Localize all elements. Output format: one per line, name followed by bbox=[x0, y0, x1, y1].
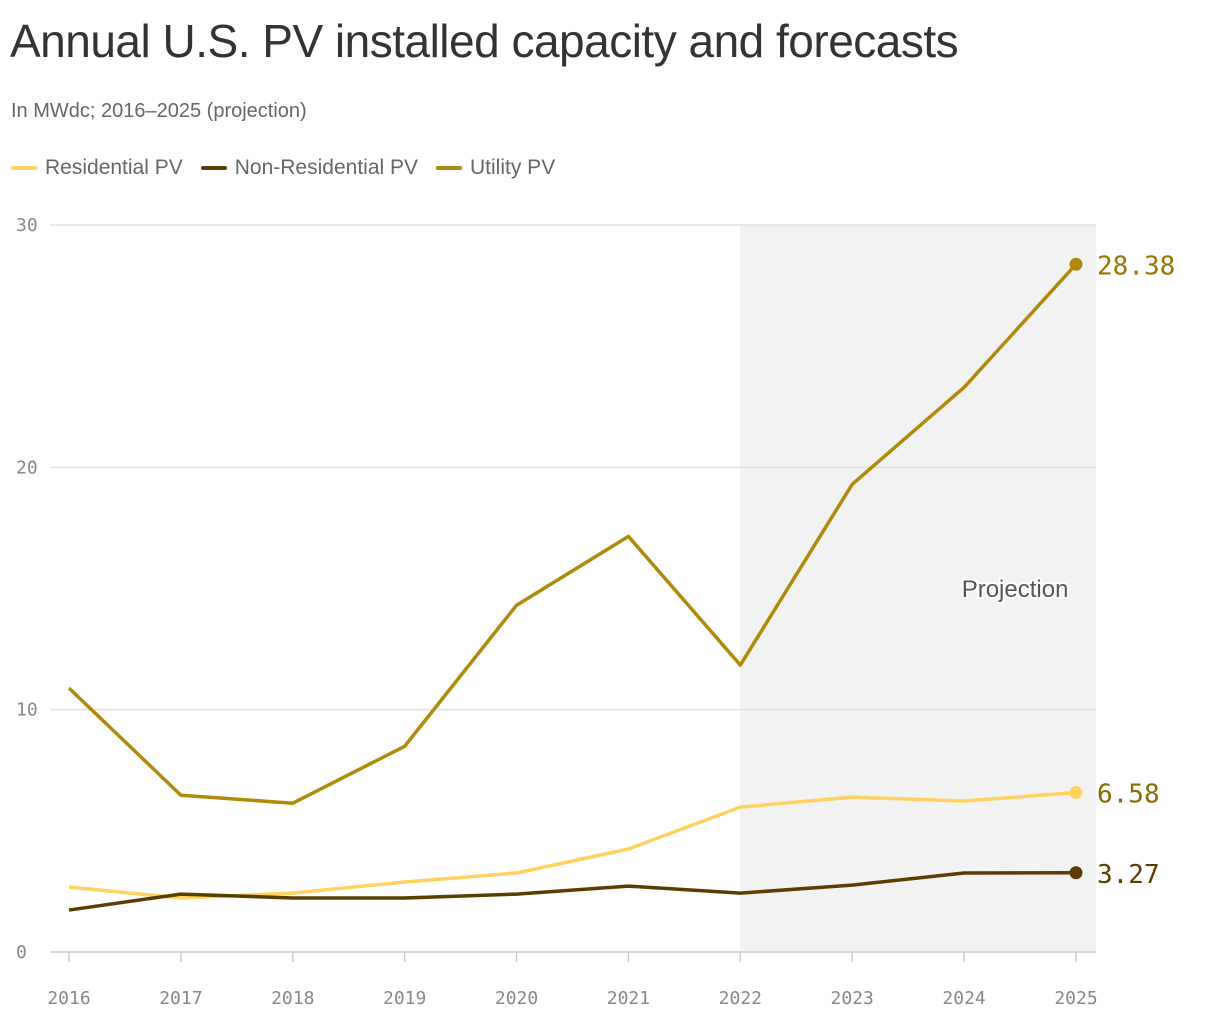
y-tick-label: 20 bbox=[16, 457, 38, 478]
end-point bbox=[1069, 786, 1083, 800]
projection-band bbox=[740, 225, 1096, 952]
x-tick-label: 2017 bbox=[159, 988, 202, 1009]
legend-label: Utility PV bbox=[470, 156, 556, 179]
legend: Residential PV Non-Residential PV Utilit… bbox=[11, 156, 555, 180]
x-tick-label: 2021 bbox=[607, 988, 650, 1009]
end-point bbox=[1069, 257, 1083, 271]
legend-item-residential: Residential PV bbox=[11, 156, 183, 180]
y-tick-label: 0 bbox=[16, 942, 27, 963]
end-label: 6.58 bbox=[1097, 780, 1160, 810]
chart-title: Annual U.S. PV installed capacity and fo… bbox=[10, 15, 959, 67]
series-line-non-residential-pv bbox=[68, 871, 1077, 912]
y-tick-label: 30 bbox=[16, 215, 38, 236]
x-tick-label: 2023 bbox=[831, 988, 874, 1009]
x-tick-label: 2025 bbox=[1054, 988, 1097, 1009]
end-label: 28.38 bbox=[1097, 251, 1175, 281]
legend-label: Residential PV bbox=[45, 156, 183, 179]
projection-label: Projection bbox=[962, 576, 1069, 603]
x-tick-label: 2022 bbox=[719, 988, 762, 1009]
legend-item-non-residential: Non-Residential PV bbox=[200, 156, 419, 180]
x-tick-label: 2016 bbox=[47, 988, 90, 1009]
series-line-utility-pv bbox=[67, 263, 1078, 805]
legend-label: Non-Residential PV bbox=[234, 156, 419, 179]
legend-swatch bbox=[11, 166, 37, 170]
x-tick-label: 2019 bbox=[383, 988, 426, 1009]
x-tick-label: 2018 bbox=[271, 988, 314, 1009]
chart-subtitle: In MWdc; 2016–2025 (projection) bbox=[11, 100, 307, 122]
x-tick-label: 2024 bbox=[942, 988, 985, 1009]
legend-swatch bbox=[436, 166, 463, 170]
end-point bbox=[1069, 866, 1083, 880]
y-tick-label: 10 bbox=[16, 700, 38, 721]
legend-swatch bbox=[200, 166, 227, 170]
x-tick-label: 2020 bbox=[495, 988, 538, 1009]
end-label: 3.27 bbox=[1097, 860, 1160, 890]
legend-item-utility: Utility PV bbox=[436, 156, 555, 180]
